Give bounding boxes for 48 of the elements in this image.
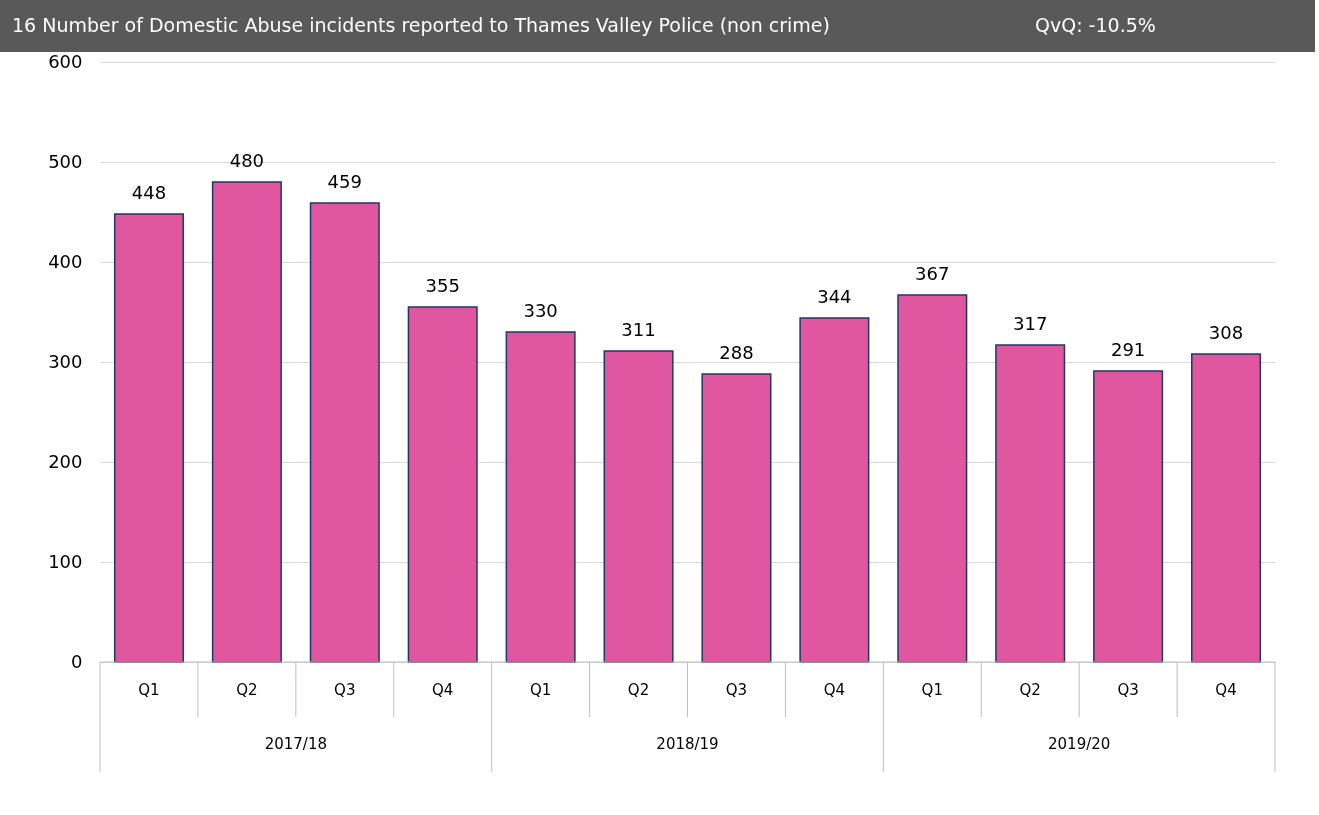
data-label: 448 <box>131 182 167 203</box>
data-label: 459 <box>327 171 362 192</box>
text: 2017/18 <box>264 735 327 753</box>
x-tick-label: Q4 <box>432 681 454 699</box>
y-tick-label: 200 <box>48 450 83 472</box>
y-tick-label: 500 <box>48 150 83 172</box>
bar <box>113 213 184 663</box>
bar <box>995 344 1066 663</box>
bar <box>897 294 968 663</box>
bar <box>799 317 870 663</box>
y-tick-label: 600 <box>48 50 83 72</box>
x-tick-label: Q4 <box>823 681 846 699</box>
chart-title: 16 Number of Domestic Abuse incidents reported to Thames Valley Police (non crime) <box>12 14 830 36</box>
bar <box>701 373 772 663</box>
x-tick-label: Q2 <box>236 681 258 699</box>
text: 2018/19 <box>656 735 719 753</box>
data-label: 344 <box>817 286 852 307</box>
x-tick-label: Q1 <box>529 681 552 699</box>
text: QvQ: -10.5% <box>1035 14 1156 36</box>
x-tick-label: Q2 <box>627 681 650 699</box>
bar <box>505 331 576 663</box>
y-tick-label: 0 <box>71 650 83 672</box>
bar <box>309 202 380 663</box>
text: 2019/20 <box>1048 735 1111 753</box>
bar <box>211 181 282 663</box>
x-tick-label: Q1 <box>921 681 943 699</box>
data-label: 291 <box>1110 339 1146 360</box>
x-tick-label: Q3 <box>1117 681 1139 699</box>
x-tick-label: Q3 <box>725 681 748 699</box>
x-tick-label: Q1 <box>138 681 160 699</box>
data-label: 308 <box>1208 322 1244 343</box>
bar <box>603 350 674 663</box>
x-tick-label: Q3 <box>334 681 356 699</box>
bar <box>1191 353 1262 663</box>
data-label: 311 <box>621 319 656 340</box>
bar <box>407 306 478 663</box>
y-tick-label: 300 <box>48 350 83 372</box>
data-label: 288 <box>719 342 754 363</box>
y-tick-label: 400 <box>48 250 83 272</box>
data-label: 367 <box>915 263 950 284</box>
data-label: 480 <box>229 150 265 171</box>
data-label: 355 <box>425 275 460 296</box>
data-label: 330 <box>523 300 558 321</box>
y-tick-label: 100 <box>48 550 83 572</box>
x-tick-label: Q4 <box>1215 681 1237 699</box>
data-label: 317 <box>1013 313 1048 334</box>
bar <box>1093 370 1164 663</box>
x-tick-label: Q2 <box>1019 681 1041 699</box>
